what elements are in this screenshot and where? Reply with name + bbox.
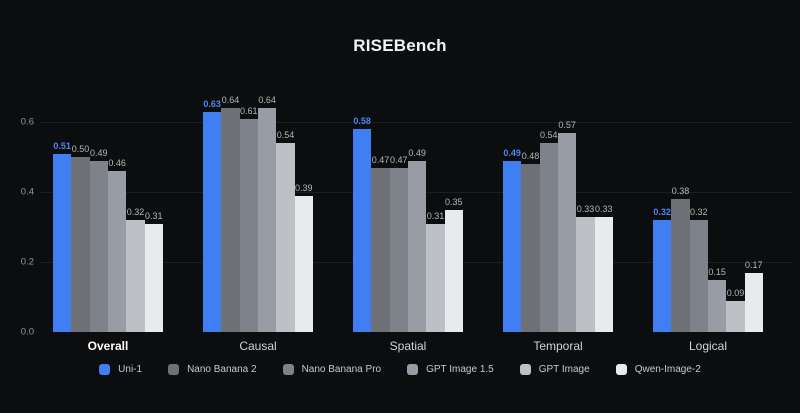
legend-label: GPT Image 1.5 — [426, 364, 494, 375]
bar-group-spatial: 0.58 0.47 0.47 0.49 0.31 0.35 Spatial — [353, 116, 463, 353]
bar-value-label: 0.64 — [258, 95, 276, 105]
legend-item-qwen-image-2[interactable]: Qwen-Image-2 — [615, 364, 701, 375]
bar-group-overall: 0.51 0.50 0.49 0.46 0.32 0.31 Overall — [53, 141, 163, 353]
legend-label: Uni-1 — [118, 364, 143, 375]
bar-group-logical: 0.32 0.38 0.32 0.15 0.09 0.17 Logical — [653, 186, 763, 353]
bar-value-label: 0.48 — [521, 151, 540, 161]
bar-qwen-image-2-overall[interactable]: 0.31 — [144, 211, 163, 332]
bar-nano-banana-pro-overall[interactable]: 0.49 — [89, 148, 108, 332]
legend-swatch-nano-banana-2 — [168, 364, 180, 375]
bar-uni-1-logical[interactable]: 0.32 — [653, 207, 672, 332]
chart-title: RISEBench — [353, 36, 447, 55]
legend-item-nano-banana-pro[interactable]: Nano Banana Pro — [282, 364, 382, 375]
bar-value-label: 0.35 — [445, 196, 463, 207]
bar-value-label: 0.09 — [726, 287, 745, 298]
bar-value-label: 0.47 — [390, 154, 408, 165]
bar-qwen-image-2-logical[interactable]: 0.17 — [744, 260, 763, 332]
legend-item-uni-1[interactable]: Uni-1 — [99, 364, 142, 375]
bar-uni-1-causal[interactable]: 0.63 — [203, 99, 222, 332]
bar-gpt-image-1-5-causal[interactable]: 0.64 — [257, 95, 277, 332]
legend-swatch-gpt-image — [519, 364, 531, 375]
bar-value-label: 0.32 — [653, 207, 671, 217]
bar-value-label: 0.38 — [671, 186, 690, 196]
bar-nano-banana-pro-temporal[interactable]: 0.54 — [539, 130, 558, 332]
bar-gpt-image-1-5-overall[interactable]: 0.46 — [107, 158, 127, 332]
bar-gpt-image-overall[interactable]: 0.32 — [126, 207, 145, 332]
bar-value-label: 0.49 — [503, 147, 521, 158]
bar-nano-banana-2-overall[interactable]: 0.50 — [71, 144, 90, 332]
bar-value-label: 0.17 — [745, 259, 763, 270]
bar-value-label: 0.32 — [126, 207, 145, 217]
bar-nano-banana-pro-logical[interactable]: 0.32 — [689, 207, 708, 332]
legend-swatch-uni-1 — [99, 364, 111, 375]
bar-value-label: 0.32 — [690, 207, 708, 217]
legend-swatch-gpt-image-1-5 — [407, 364, 419, 375]
x-category-label-logical: Logical — [688, 339, 728, 353]
bar-nano-banana-2-causal[interactable]: 0.64 — [221, 95, 240, 332]
bar-value-label: 0.57 — [558, 119, 576, 130]
bar-gpt-image-1-5-logical[interactable]: 0.15 — [707, 267, 727, 332]
bar-gpt-image-1-5-spatial[interactable]: 0.49 — [407, 148, 427, 332]
bar-value-label: 0.63 — [203, 98, 221, 109]
bar-value-label: 0.15 — [708, 266, 726, 277]
legend-item-gpt-image[interactable]: GPT Image — [519, 364, 590, 375]
y-tick-label: 0.2 — [20, 256, 34, 268]
legend: Uni-1 Nano Banana 2 Nano Banana Pro GPT Ima… — [0, 364, 800, 375]
y-tick-label: 0.4 — [20, 186, 34, 198]
bar-nano-banana-2-spatial[interactable]: 0.47 — [371, 155, 390, 332]
bar-value-label: 0.47 — [371, 154, 390, 165]
bar-value-label: 0.54 — [540, 130, 558, 140]
legend-label: Nano Banana 2 — [187, 364, 257, 375]
bar-qwen-image-2-spatial[interactable]: 0.35 — [444, 197, 463, 332]
bar-value-label: 0.33 — [576, 203, 595, 214]
bar-nano-banana-pro-spatial[interactable]: 0.47 — [389, 155, 408, 332]
legend-label: Nano Banana Pro — [301, 364, 382, 375]
legend-label: GPT Image — [538, 364, 590, 375]
bar-value-label: 0.31 — [426, 210, 445, 221]
legend-item-gpt-image-1-5[interactable]: GPT Image 1.5 — [407, 364, 494, 375]
x-category-label-spatial: Spatial — [389, 339, 427, 353]
bar-gpt-image-causal[interactable]: 0.54 — [276, 130, 295, 332]
bar-group-temporal: 0.49 0.48 0.54 0.57 0.33 0.33 Temporal — [503, 120, 613, 353]
x-category-label-overall: Overall — [87, 339, 129, 353]
bar-gpt-image-temporal[interactable]: 0.33 — [576, 204, 595, 332]
bar-value-label: 0.46 — [108, 158, 126, 168]
bar-value-label: 0.31 — [145, 210, 163, 221]
legend-label: Qwen-Image-2 — [634, 364, 701, 375]
bar-gpt-image-logical[interactable]: 0.09 — [726, 288, 745, 332]
bar-value-label: 0.49 — [408, 147, 426, 158]
bar-group-causal: 0.63 0.64 0.61 0.64 0.54 0.39 Causal — [203, 95, 313, 353]
bar-value-label: 0.49 — [90, 147, 108, 158]
bar-nano-banana-pro-causal[interactable]: 0.61 — [239, 106, 258, 332]
bar-value-label: 0.54 — [276, 130, 295, 140]
y-tick-label: 0.0 — [20, 326, 34, 338]
bar-gpt-image-spatial[interactable]: 0.31 — [426, 211, 445, 332]
y-tick-label: 0.6 — [20, 116, 34, 128]
bar-value-label: 0.64 — [221, 95, 240, 105]
legend-item-nano-banana-2[interactable]: Nano Banana 2 — [168, 364, 257, 375]
bar-value-label: 0.33 — [595, 203, 613, 214]
bar-value-label: 0.61 — [240, 105, 258, 116]
bar-value-label: 0.51 — [53, 140, 71, 151]
legend-swatch-qwen-image-2 — [615, 364, 627, 375]
bar-value-label: 0.39 — [295, 182, 313, 193]
bar-value-label: 0.50 — [71, 144, 90, 154]
bar-uni-1-spatial[interactable]: 0.58 — [353, 116, 372, 332]
bar-gpt-image-1-5-temporal[interactable]: 0.57 — [557, 120, 577, 332]
x-category-label-temporal: Temporal — [533, 339, 583, 353]
bar-uni-1-temporal[interactable]: 0.49 — [503, 148, 522, 332]
gridline — [40, 122, 792, 123]
bar-qwen-image-2-temporal[interactable]: 0.33 — [594, 204, 613, 332]
bar-nano-banana-2-logical[interactable]: 0.38 — [671, 186, 690, 332]
bar-qwen-image-2-causal[interactable]: 0.39 — [294, 183, 313, 332]
bar-nano-banana-2-temporal[interactable]: 0.48 — [521, 151, 540, 332]
bar-value-label: 0.58 — [353, 116, 371, 126]
legend-swatch-nano-banana-pro — [282, 364, 294, 375]
bar-uni-1-overall[interactable]: 0.51 — [53, 141, 72, 332]
x-category-label-causal: Causal — [239, 339, 277, 353]
